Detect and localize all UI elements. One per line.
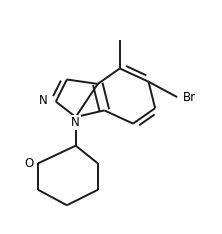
Text: N: N xyxy=(71,116,80,129)
Text: N: N xyxy=(39,94,48,107)
Text: Br: Br xyxy=(183,91,196,104)
Text: O: O xyxy=(25,157,34,170)
